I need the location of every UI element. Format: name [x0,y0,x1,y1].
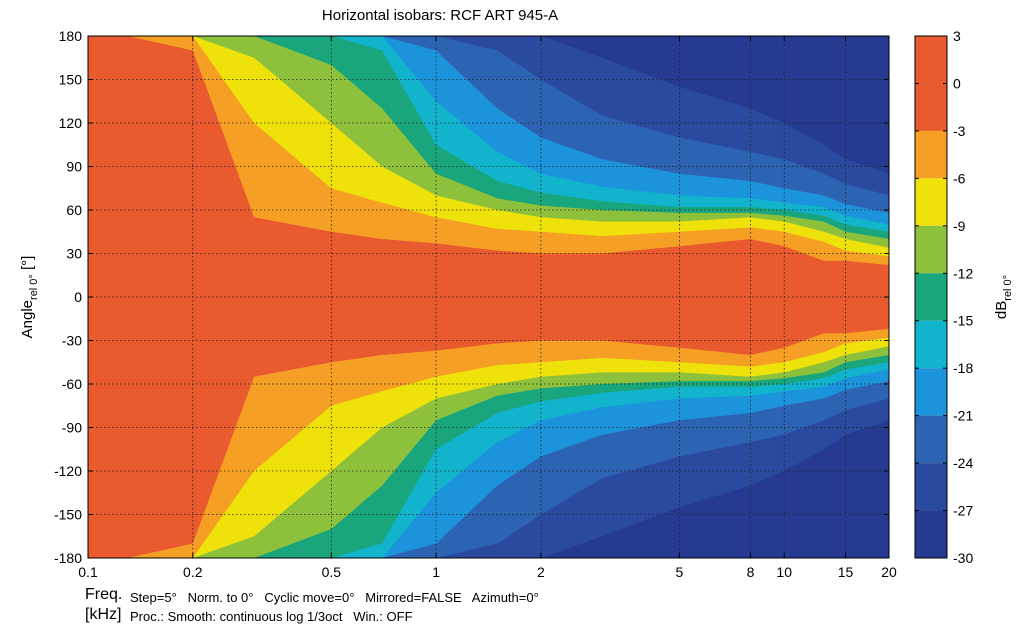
colorbar-tick-label: -21 [953,408,973,424]
isobar-chart: Horizontal isobars: RCF ART 945-A 180150… [19,7,1014,580]
colorbar-segment [915,36,947,84]
x-tick-label: 20 [881,564,897,580]
x-tick-label: 0.2 [183,564,203,580]
y-tick-label: -180 [54,550,82,566]
y-tick-label: -30 [62,333,82,349]
y-tick-label: 90 [66,159,82,175]
y-tick-label: 180 [59,28,83,44]
colorbar-segment [915,225,947,274]
colorbar-tick-label: -12 [953,265,973,281]
y-tick-label: 60 [66,202,82,218]
x-tick-label: 1 [432,564,440,580]
colorbar-tick-label: 3 [953,28,961,44]
x-tick-label: 2 [537,564,545,580]
colorbar-tick-label: -15 [953,313,973,329]
colorbar-segment [915,510,947,558]
y-tick-label: -150 [54,507,82,523]
colorbar-tick-label: 0 [953,75,961,91]
colorbar-segment [915,320,947,369]
y-tick-label: -120 [54,463,82,479]
colorbar-tick-label: -3 [953,123,966,139]
y-tick-label: 30 [66,246,82,262]
colorbar [914,35,948,559]
x-axis-ticks: 0.1 0.2 0.5 1 2 5 8 10 15 20 [78,36,897,580]
x-tick-label: 15 [838,564,854,580]
colorbar-segment [915,415,947,464]
khz-label: [kHz] [85,606,122,623]
colorbar-tick-label: -27 [953,503,973,519]
y-axis-label-unit: [°] [19,256,36,275]
y-tick-label: 0 [74,289,82,305]
x-tick-label: 0.1 [78,564,98,580]
y-axis-ticks: 180 150 120 90 60 30 0 -30 -60 -90 -120 -150 -180 [54,28,889,566]
colorbar-segment [915,178,947,226]
colorbar-label: dBrel 0° [993,275,1014,319]
x-tick-label: 8 [747,564,755,580]
colorbar-segment [915,368,947,416]
colorbar-segment [915,463,947,511]
y-tick-label: -60 [62,376,82,392]
colorbar-label-main: dB [993,301,1010,319]
y-tick-label: 120 [59,115,83,131]
chart-title: Horizontal isobars: RCF ART 945-A [322,7,558,24]
colorbar-tick-label: -18 [953,360,973,376]
y-tick-label: -90 [62,420,82,436]
settings-line-1: Step=5° Norm. to 0° Cyclic move=0° Mirro… [130,590,539,605]
colorbar-ticks: 3 0 -3 -6 -9 -12 -15 -18 -21 -24 -27 -30 [915,28,973,566]
colorbar-tick-label: -30 [953,550,973,566]
grid-lines [88,36,889,558]
freq-label: Freq. [85,586,123,603]
x-tick-label: 10 [776,564,792,580]
colorbar-tick-label: -6 [953,170,966,186]
colorbar-tick-label: -9 [953,218,966,234]
colorbar-segment [915,83,947,131]
colorbar-segment [915,273,947,321]
y-axis-label-main: Angle [19,300,36,338]
colorbar-segment [915,130,947,179]
y-tick-label: 150 [59,72,83,88]
colorbar-frame [914,35,948,559]
x-tick-label: 5 [676,564,684,580]
x-tick-label: 0.5 [322,564,342,580]
colorbar-tick-label: -24 [953,455,973,471]
y-axis-label-sub: rel 0° [28,274,40,300]
y-axis-label: Anglerel 0° [°] [19,256,40,339]
colorbar-label-sub: rel 0° [1002,275,1014,301]
settings-line-2: Proc.: Smooth: continuous log 1/3oct Win… [130,609,413,624]
